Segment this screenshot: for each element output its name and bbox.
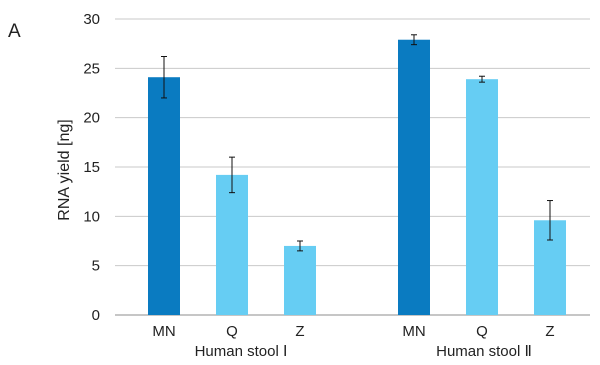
x-tick-label: Z — [545, 323, 554, 340]
y-tick-labels: 0 5 10 15 20 25 30 — [83, 11, 100, 324]
x-tick-label: MN — [402, 323, 425, 340]
x-tick-label: Q — [226, 323, 238, 340]
y-tick-label: 0 — [92, 307, 100, 324]
y-tick-label: 5 — [92, 258, 100, 275]
bar — [398, 39, 430, 315]
error-bars — [161, 34, 553, 252]
bars — [148, 39, 566, 315]
y-axis-title: RNA yield [ng] — [56, 119, 73, 220]
error-bar — [297, 240, 303, 252]
bar — [284, 245, 316, 315]
y-tick-label: 25 — [83, 60, 100, 77]
y-tick-label: 15 — [83, 159, 100, 176]
bar — [466, 79, 498, 315]
bar — [216, 174, 248, 315]
group-label: Human stool Ⅰ — [195, 343, 288, 360]
x-tick-label: Z — [295, 323, 304, 340]
error-bar — [411, 34, 417, 46]
x-tick-labels: MN Q Z MN Q Z — [152, 323, 554, 340]
grid-lines — [115, 18, 590, 316]
panel-label: A — [8, 21, 21, 42]
x-tick-label: Q — [476, 323, 488, 340]
error-bar — [547, 200, 553, 241]
x-tick-label: MN — [152, 323, 175, 340]
bar — [148, 77, 180, 315]
y-tick-label: 20 — [83, 110, 100, 127]
y-tick-label: 30 — [83, 11, 100, 28]
group-labels: Human stool Ⅰ Human stool Ⅱ — [195, 343, 532, 360]
y-tick-label: 10 — [83, 208, 100, 225]
error-bar — [229, 156, 235, 194]
error-bar — [479, 75, 485, 83]
group-label: Human stool Ⅱ — [436, 343, 532, 360]
error-bar — [161, 55, 167, 99]
